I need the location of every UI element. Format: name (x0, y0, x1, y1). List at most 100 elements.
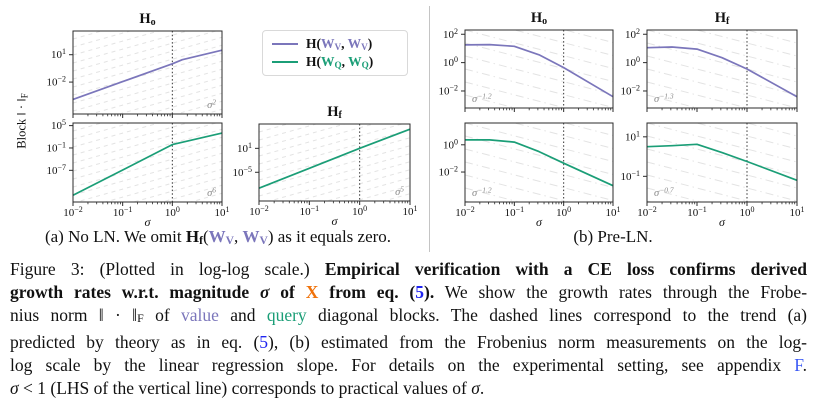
plot-b-ho-query: 100 10−2 10−2 10−1 100 101 σ σ−1.2 (438, 122, 621, 229)
x-tick-label: 100 (556, 205, 571, 219)
series-hwvwv (72, 49, 223, 101)
text-segment: H (185, 227, 200, 246)
plot-b-ho-value: 102 100 10−2 σ−1.2 (438, 27, 614, 112)
trend-guide-hatch (647, 123, 797, 202)
trend-guide-hatch (259, 124, 410, 201)
text-segment: σ (471, 378, 480, 399)
text-segment: . (802, 354, 807, 375)
text-segment: . (479, 378, 485, 399)
axes-box (72, 30, 223, 115)
x-axis-label: σ (145, 215, 152, 229)
panel-canvas: 101 10−2 σ2 (46, 30, 223, 118)
text-segment: , (233, 227, 243, 246)
trend-guide-hatch (465, 30, 613, 108)
text-segment: W (208, 227, 226, 246)
x-tick-label: 10−2 (455, 205, 475, 219)
trend-annotation: σ2 (207, 98, 216, 112)
text-segment: log scale by the linear regression slope… (10, 354, 795, 375)
x-tick-label: 101 (790, 205, 805, 219)
x-tick-label: 10−1 (505, 205, 525, 219)
trend-annotation: σ−0.7 (654, 186, 674, 200)
x-tick-label: 10−2 (63, 205, 83, 219)
group-separator (429, 6, 430, 252)
panel-title-main: H (714, 10, 726, 26)
panel-canvas: 101 10−1 10−2 10−1 100 101 σ σ−0.7 (620, 122, 805, 229)
panel-title-subscript: o (542, 16, 548, 27)
caption-line: predicted by theory as in eq. (5), (b) e… (10, 331, 807, 354)
text-segment: σ (260, 282, 270, 303)
text-segment: ( (202, 227, 209, 246)
text-segment: (b) Pre-LN. (573, 227, 653, 246)
text-segment: and (218, 305, 267, 326)
y-tick-label: 10−5 (232, 165, 252, 179)
text-segment: ) (367, 36, 373, 51)
figure-plots: Block ‖ · ‖F 101 10−2 σ2 105 10−1 10−7 10−2 10… (15, 6, 805, 252)
text-segment: query (266, 305, 307, 326)
x-tick-label: 100 (740, 205, 755, 219)
panel-canvas: 102 100 10−2 σ−1.3 (620, 27, 798, 112)
text-segment: ). (424, 282, 435, 303)
plot-a-ho-value: 101 10−2 σ2 (46, 30, 223, 118)
series-hwvwv (646, 46, 798, 98)
text-segment: We show the growth rates through the Fro… (434, 282, 808, 303)
text-segment: H( (306, 36, 321, 51)
figure-caption: Figure 3: (Plotted in log-log scale.) Em… (10, 258, 807, 400)
panel-title-subscript: o (150, 17, 156, 28)
text-segment: value (180, 305, 219, 326)
y-tick-label: 105 (51, 118, 66, 132)
text-segment: Q (361, 60, 369, 70)
y-axis-label-subscript: F (19, 93, 30, 99)
text-segment: V (334, 42, 342, 52)
text-segment: , (341, 36, 348, 51)
text-segment: V (225, 234, 234, 247)
trend-annotation: σ6 (207, 186, 216, 200)
x-tick-label: 101 (403, 204, 418, 218)
axes-box (258, 123, 411, 202)
x-tick-label: 10−1 (300, 204, 320, 218)
series-hwqwq (465, 139, 614, 187)
axes-box (72, 122, 223, 203)
y-tick-label: 10−2 (620, 83, 640, 97)
legend-label: H(WQ, WQ) (306, 54, 373, 70)
axes-box (464, 122, 614, 203)
panel-title: Hf (647, 10, 797, 27)
trend-guide-hatch (465, 123, 613, 202)
panel-title-main: H (139, 11, 151, 27)
panel-title: Ho (465, 10, 613, 27)
y-tick-label: 102 (443, 27, 458, 41)
text-segment: 5 (415, 282, 425, 303)
plot-a-ho-query: 105 10−1 10−7 10−2 10−1 100 101 σ σ6 (46, 118, 229, 229)
legend: H(WV, WV) H(WQ, WQ) (262, 30, 408, 76)
y-axis-label: Block ‖ · ‖F (15, 93, 30, 148)
panel-title-subscript: f (338, 110, 342, 121)
text-segment: H( (306, 54, 321, 69)
y-tick-label: 10−7 (46, 163, 66, 177)
y-tick-label: 101 (237, 141, 252, 155)
y-tick-label: 10−1 (46, 140, 66, 154)
x-tick-label: 10−1 (687, 205, 707, 219)
axes-box (464, 29, 614, 109)
legend-label: H(WV, WV) (306, 36, 372, 52)
text-segment: ), (b) estimated from the Frobenius norm… (268, 331, 807, 352)
x-axis-label: σ (332, 214, 339, 228)
legend-item: H(WV, WV) (272, 35, 398, 53)
plot-b-hf-value: 102 100 10−2 σ−1.3 (620, 27, 798, 112)
y-tick-label: 10−2 (438, 165, 458, 179)
legend-line-sample (272, 61, 298, 63)
y-tick-label: 10−2 (438, 83, 458, 97)
text-segment: (a) No LN. We omit (44, 227, 186, 246)
axes-box (646, 29, 798, 109)
y-tick-label: 10−1 (620, 169, 640, 183)
x-axis-label: σ (536, 215, 543, 229)
y-tick-label: 101 (625, 129, 640, 143)
text-segment: W (321, 36, 335, 51)
panel-canvas: 102 100 10−2 σ−1.2 (438, 27, 614, 112)
trend-guide-hatch (73, 123, 222, 202)
trend-annotation: σ−1.2 (472, 92, 492, 106)
caption-line: log scale by the linear regression slope… (10, 354, 807, 377)
series-hwqwq (258, 128, 411, 189)
text-segment: W (242, 227, 260, 246)
x-tick-label: 10−2 (249, 204, 269, 218)
text-segment: predicted by theory as in eq. ( (10, 331, 260, 352)
